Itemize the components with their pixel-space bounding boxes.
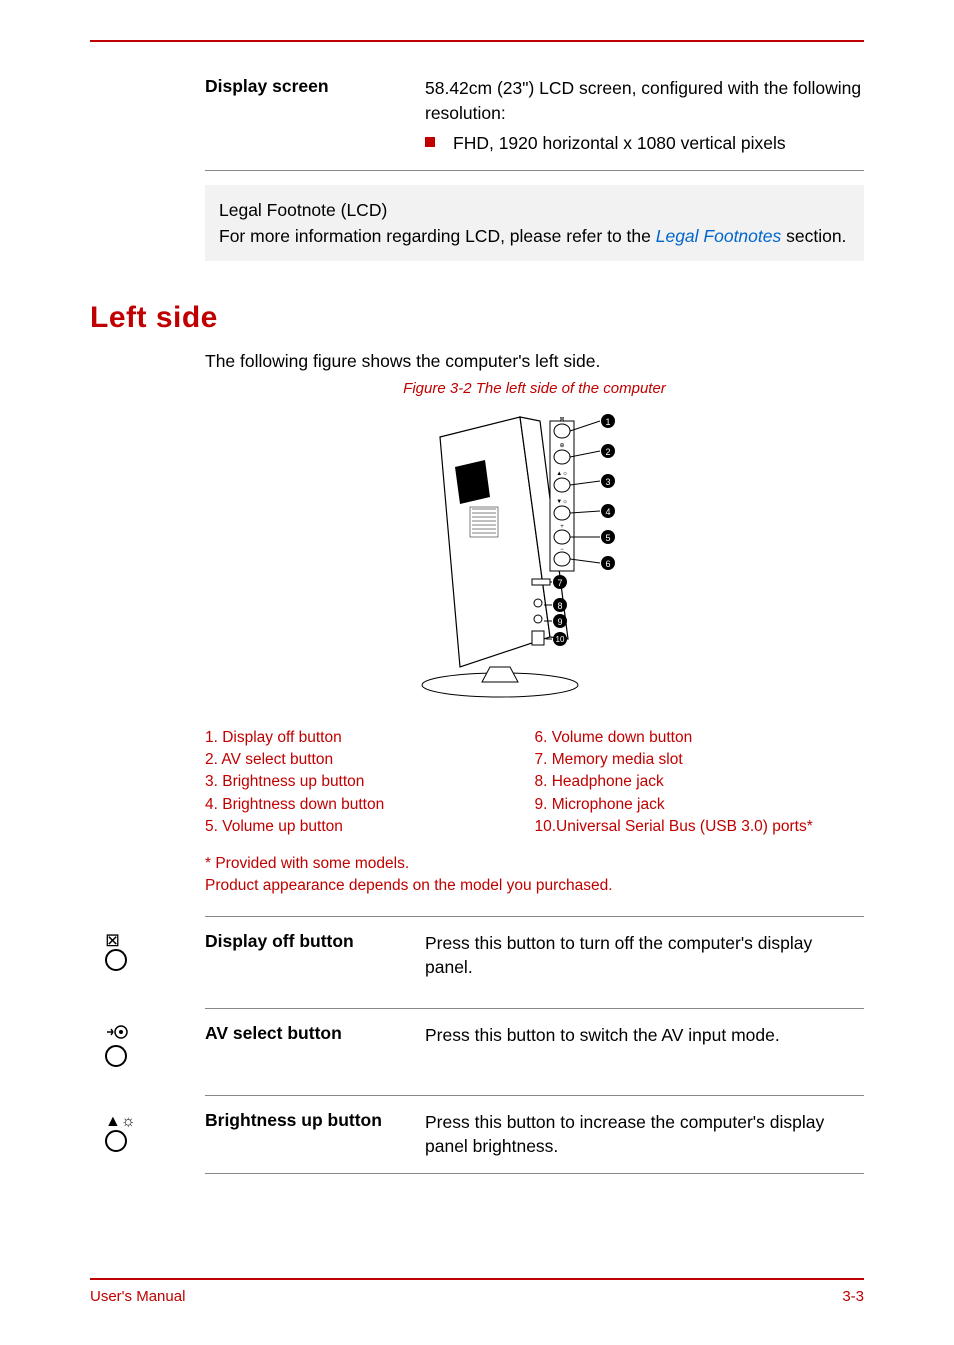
- definition-label: Brightness up button: [205, 1110, 425, 1159]
- section-intro: The following figure shows the computer'…: [205, 349, 864, 374]
- definition-row: ▲☼ Brightness up button Press this butto…: [205, 1095, 864, 1174]
- av-select-icon: [105, 1023, 145, 1067]
- svg-text:2: 2: [605, 447, 610, 457]
- legend-item: 4. Brightness down button: [205, 794, 535, 816]
- svg-text:3: 3: [605, 477, 610, 487]
- svg-text:1: 1: [605, 417, 610, 427]
- legal-post: section.: [781, 226, 846, 246]
- svg-text:⊕: ⊕: [559, 443, 564, 449]
- spec-value: 58.42cm (23") LCD screen, configured wit…: [425, 76, 864, 156]
- figure-wrap: ⊠ ⊕ ▲☼ ▼☼ + −: [205, 407, 864, 707]
- legend-item: 3. Brightness up button: [205, 771, 535, 793]
- legend-item: 1. Display off button: [205, 727, 535, 749]
- svg-text:8: 8: [557, 601, 562, 611]
- svg-text:+: +: [560, 524, 564, 530]
- brightness-up-icon: ▲☼: [105, 1110, 145, 1159]
- top-rule: [90, 40, 864, 42]
- legend-item: 2. AV select button: [205, 749, 535, 771]
- svg-text:9: 9: [557, 617, 562, 627]
- definition-value: Press this button to turn off the comput…: [425, 931, 864, 980]
- svg-text:▲☼: ▲☼: [556, 471, 567, 477]
- footer-right: 3-3: [842, 1288, 864, 1305]
- definition-label: AV select button: [205, 1023, 425, 1067]
- definition-row: ⊠ Display off button Press this button t…: [205, 916, 864, 1008]
- definition-value: Press this button to increase the comput…: [425, 1110, 864, 1159]
- left-side-figure: ⊠ ⊕ ▲☼ ▼☼ + −: [400, 407, 670, 707]
- page-footer: User's Manual 3-3: [90, 1278, 864, 1305]
- svg-text:7: 7: [557, 578, 562, 588]
- thin-rule: [205, 170, 864, 171]
- legal-title: Legal Footnote (LCD): [219, 197, 850, 223]
- legal-body: For more information regarding LCD, plea…: [219, 223, 850, 249]
- legend-note: * Provided with some models. Product app…: [205, 853, 864, 898]
- svg-text:−: −: [560, 547, 564, 553]
- footer-left: User's Manual: [90, 1288, 185, 1305]
- legend-col-right: 6. Volume down button 7. Memory media sl…: [535, 727, 865, 839]
- spec-label: Display screen: [205, 76, 425, 156]
- definition-row: AV select button Press this button to sw…: [205, 1008, 864, 1095]
- spec-bullet-row: FHD, 1920 horizontal x 1080 vertical pix…: [425, 131, 864, 156]
- legal-pre: For more information regarding LCD, plea…: [219, 226, 656, 246]
- svg-text:4: 4: [605, 507, 610, 517]
- svg-text:⊠: ⊠: [559, 417, 564, 423]
- legend-note-1: * Provided with some models.: [205, 853, 864, 875]
- footer-rule: [90, 1278, 864, 1280]
- legend-note-2: Product appearance depends on the model …: [205, 875, 864, 897]
- svg-text:6: 6: [605, 559, 610, 569]
- legend-columns: 1. Display off button 2. AV select butto…: [205, 727, 864, 839]
- svg-text:10: 10: [555, 635, 564, 644]
- definition-table: ⊠ Display off button Press this button t…: [205, 916, 864, 1174]
- spec-value-text: 58.42cm (23") LCD screen, configured wit…: [425, 78, 861, 123]
- legend-item: 10.Universal Serial Bus (USB 3.0) ports*: [535, 816, 865, 838]
- legal-footnotes-link[interactable]: Legal Footnotes: [656, 226, 782, 246]
- figure-caption: Figure 3-2 The left side of the computer: [205, 380, 864, 397]
- legend-item: 6. Volume down button: [535, 727, 865, 749]
- display-off-icon: ⊠: [105, 931, 145, 980]
- legal-footnote-block: Legal Footnote (LCD) For more informatio…: [205, 185, 864, 262]
- legend-item: 7. Memory media slot: [535, 749, 865, 771]
- legend-item: 9. Microphone jack: [535, 794, 865, 816]
- svg-text:5: 5: [605, 533, 610, 543]
- legend-item: 8. Headphone jack: [535, 771, 865, 793]
- spec-bullet-text: FHD, 1920 horizontal x 1080 vertical pix…: [453, 131, 786, 156]
- spec-row: Display screen 58.42cm (23") LCD screen,…: [205, 72, 864, 160]
- svg-text:▼☼: ▼☼: [556, 499, 567, 505]
- legend-col-left: 1. Display off button 2. AV select butto…: [205, 727, 535, 839]
- definition-value: Press this button to switch the AV input…: [425, 1023, 864, 1067]
- legend-item: 5. Volume up button: [205, 816, 535, 838]
- bullet-square-icon: [425, 137, 435, 147]
- definition-label: Display off button: [205, 931, 425, 980]
- section-heading: Left side: [90, 301, 864, 335]
